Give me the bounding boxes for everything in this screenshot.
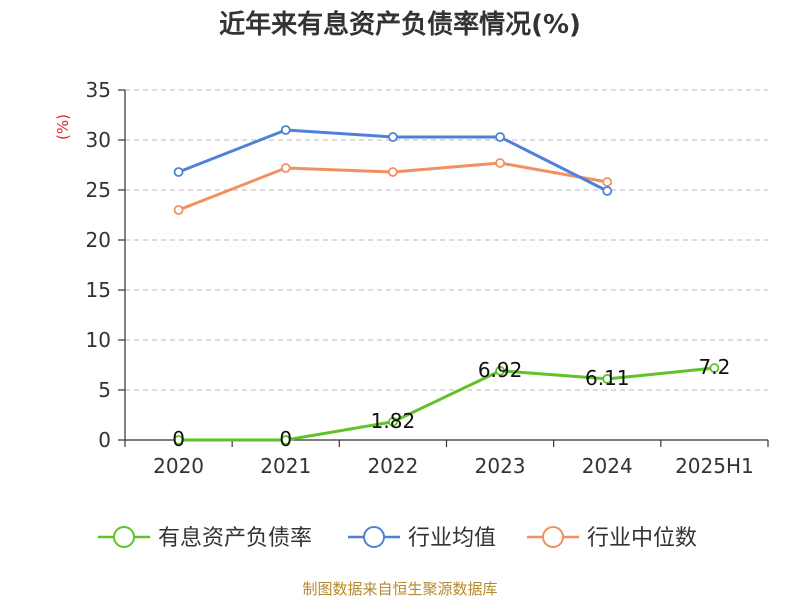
data-point (602, 177, 613, 187)
data-point (602, 186, 613, 196)
data-point (388, 416, 398, 427)
x-tick-label: 2020 (153, 454, 204, 478)
y-axis-label: (%) (54, 114, 72, 140)
y-tick-label: 30 (86, 128, 111, 152)
data-point (495, 132, 505, 142)
data-point (280, 125, 291, 135)
data-point (173, 435, 184, 445)
data-point (280, 163, 291, 173)
legend-label: 行业中位数 (587, 526, 697, 551)
data-label: 1.82 (371, 409, 416, 433)
y-tick-label: 10 (86, 328, 111, 352)
data-source-note: 制图数据来自恒生聚源数据库 (302, 580, 498, 598)
data-label: 6.92 (478, 358, 523, 382)
legend-swatch-marker (542, 526, 564, 548)
y-tick-label: 35 (86, 78, 111, 102)
data-label: 7.2 (699, 355, 731, 379)
data-point (173, 205, 184, 215)
y-tick-label: 25 (86, 178, 111, 202)
legend-label: 行业均值 (408, 526, 496, 551)
legend-swatch-marker (363, 526, 385, 548)
data-point (388, 167, 398, 177)
series-line (178, 366, 715, 442)
data-label: 0 (279, 427, 292, 451)
y-tick-label: 15 (86, 278, 111, 302)
y-tick-label: 0 (98, 428, 111, 452)
x-tick-label: 2023 (475, 454, 526, 478)
y-tick-label: 20 (86, 228, 111, 252)
data-label: 0 (172, 427, 185, 451)
x-tick-label: 2024 (582, 454, 633, 478)
data-point (388, 132, 398, 142)
data-label: 6.11 (585, 366, 630, 390)
x-tick-label: 2025H1 (675, 454, 754, 478)
data-point (709, 363, 720, 373)
data-point (495, 365, 505, 376)
x-tick-label: 2021 (260, 454, 311, 478)
chart-title: 近年来有息资产负债率情况(%) (219, 10, 581, 40)
legend-label: 有息资产负债率 (158, 526, 312, 551)
data-point (495, 158, 505, 168)
data-point (173, 167, 184, 177)
data-point (280, 435, 291, 445)
y-tick-label: 5 (98, 378, 111, 402)
x-tick-label: 2022 (367, 454, 418, 478)
legend-swatch-marker (113, 526, 135, 548)
data-point (602, 373, 613, 384)
